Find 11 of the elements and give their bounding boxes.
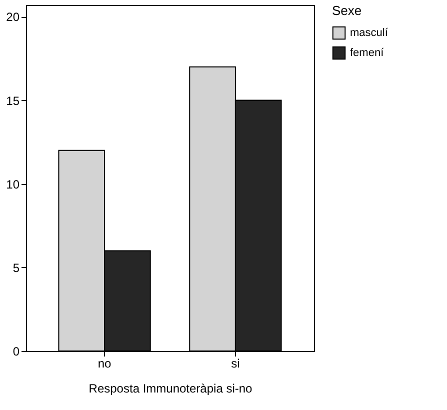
legend-title: Sexe [332,3,362,18]
y-tick-label: 0 [12,344,20,358]
y-tick-label: 10 [6,177,20,192]
legend-label: masculí [350,27,389,39]
legend-label: femení [350,47,385,59]
y-tick-label: 5 [12,260,20,275]
x-tick-label: no [98,356,112,370]
x-tick-label: si [231,356,240,370]
y-tick-label: 20 [6,10,20,24]
y-tick-label: 15 [6,94,20,108]
x-axis-title: Resposta Immunoteràpia si-no [88,382,253,396]
